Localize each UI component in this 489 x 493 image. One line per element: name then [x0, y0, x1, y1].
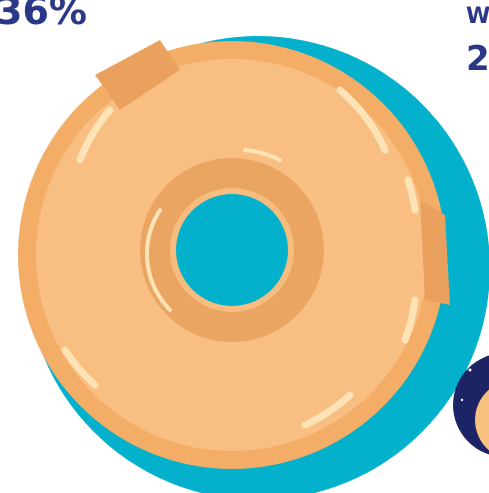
- glaze-highlights: [61, 86, 419, 429]
- side-badge: [453, 355, 489, 455]
- badge-donut: [475, 389, 489, 451]
- side-label: W: [466, 4, 489, 29]
- donut-shade: [420, 200, 450, 305]
- donut-shade: [95, 40, 180, 110]
- donut: [18, 40, 450, 469]
- sparkle: [460, 398, 464, 402]
- donut-hole: [176, 194, 288, 306]
- stat-value: 36%: [0, 0, 87, 33]
- side-value: 2: [466, 39, 489, 79]
- sparkle: [468, 368, 472, 372]
